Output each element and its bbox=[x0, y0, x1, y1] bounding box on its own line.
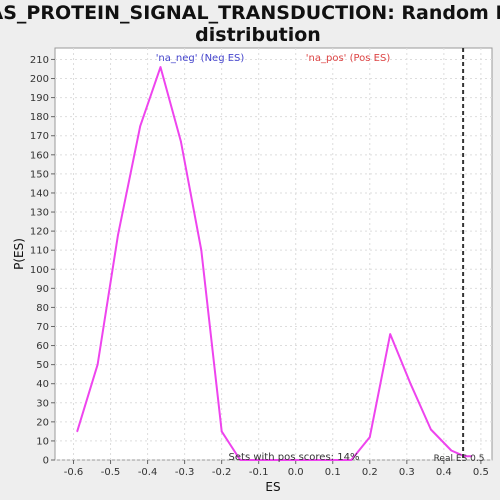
distribution-point bbox=[470, 455, 473, 457]
distribution-point bbox=[220, 430, 223, 433]
y-tick-label: 50 bbox=[36, 360, 49, 371]
distribution-point bbox=[450, 449, 453, 452]
legend-pos-label: 'na_pos' (Pos ES) bbox=[306, 53, 391, 64]
y-tick-label: 150 bbox=[30, 169, 49, 180]
y-tick-label: 160 bbox=[30, 150, 49, 161]
y-tick-label: 70 bbox=[36, 322, 49, 333]
x-tick-label: -0.4 bbox=[138, 467, 158, 478]
chart-title-line1: RAS_PROTEIN_SIGNAL_TRANSDUCTION: Random … bbox=[0, 2, 500, 24]
x-tick-label: 0.2 bbox=[362, 467, 378, 478]
distribution-point bbox=[200, 249, 203, 251]
x-tick-label: 0.0 bbox=[288, 467, 304, 478]
distribution-point bbox=[139, 125, 141, 128]
y-tick-label: 80 bbox=[36, 303, 49, 314]
x-tick-label: 0.1 bbox=[325, 467, 341, 478]
distribution-point bbox=[368, 436, 371, 438]
distribution-point bbox=[389, 333, 391, 335]
y-tick-label: 10 bbox=[36, 436, 49, 447]
y-tick-label: 190 bbox=[30, 93, 49, 104]
x-tick-label: -0.2 bbox=[212, 467, 232, 478]
legend-neg-label: 'na_neg' (Neg ES) bbox=[156, 53, 245, 64]
grid-layer bbox=[55, 48, 492, 461]
plot-area bbox=[54, 47, 493, 461]
distribution-point bbox=[409, 382, 412, 385]
distribution-point bbox=[180, 140, 182, 143]
distribution-point bbox=[430, 428, 432, 431]
x-tick-label: -0.3 bbox=[175, 467, 195, 478]
y-axis-label: P(ES) bbox=[12, 238, 26, 270]
x-tick-label: 0.5 bbox=[473, 467, 489, 478]
y-tick-label: 170 bbox=[30, 131, 49, 142]
y-tick-label: 100 bbox=[30, 265, 49, 276]
y-tick-label: 60 bbox=[36, 341, 49, 352]
y-tick-label: 210 bbox=[30, 55, 49, 66]
distribution-point bbox=[276, 459, 279, 461]
y-tick-label: 90 bbox=[36, 284, 49, 295]
y-tick-label: 20 bbox=[36, 417, 49, 428]
distribution-point bbox=[239, 459, 241, 461]
y-tick-label: 180 bbox=[30, 112, 49, 123]
real-es-annotation: Real ES 0.5 bbox=[434, 454, 485, 464]
y-tick-label: 130 bbox=[30, 208, 49, 219]
pos-scores-annotation: Sets with pos scores: 14% bbox=[229, 452, 360, 463]
series-layer bbox=[76, 48, 473, 461]
y-tick-label: 140 bbox=[30, 188, 49, 199]
x-tick-label: -0.6 bbox=[64, 467, 84, 478]
y-tick-label: 200 bbox=[30, 74, 49, 85]
x-tick-label: 0.3 bbox=[399, 467, 415, 478]
distribution-point bbox=[96, 363, 99, 366]
axis-layer: 0 10 20 30 40 50 60 70 80 90 100 110 120 130 140 150 160… bbox=[30, 55, 489, 478]
distribution-point bbox=[313, 459, 316, 461]
x-tick-label: -0.1 bbox=[249, 467, 269, 478]
x-tick-label: 0.4 bbox=[436, 467, 452, 478]
y-tick-label: 110 bbox=[30, 246, 49, 257]
y-tick-label: 40 bbox=[36, 379, 49, 390]
y-tick-label: 120 bbox=[30, 227, 49, 238]
distribution-point bbox=[159, 66, 162, 68]
distribution-point bbox=[117, 234, 119, 236]
x-axis-label: ES bbox=[265, 480, 280, 494]
y-tick-label: 0 bbox=[43, 456, 49, 467]
chart-title-line2: distribution bbox=[195, 24, 321, 46]
distribution-point bbox=[76, 430, 79, 433]
distribution-point bbox=[350, 459, 353, 461]
x-tick-label: -0.5 bbox=[101, 467, 121, 478]
y-tick-label: 30 bbox=[36, 398, 49, 409]
